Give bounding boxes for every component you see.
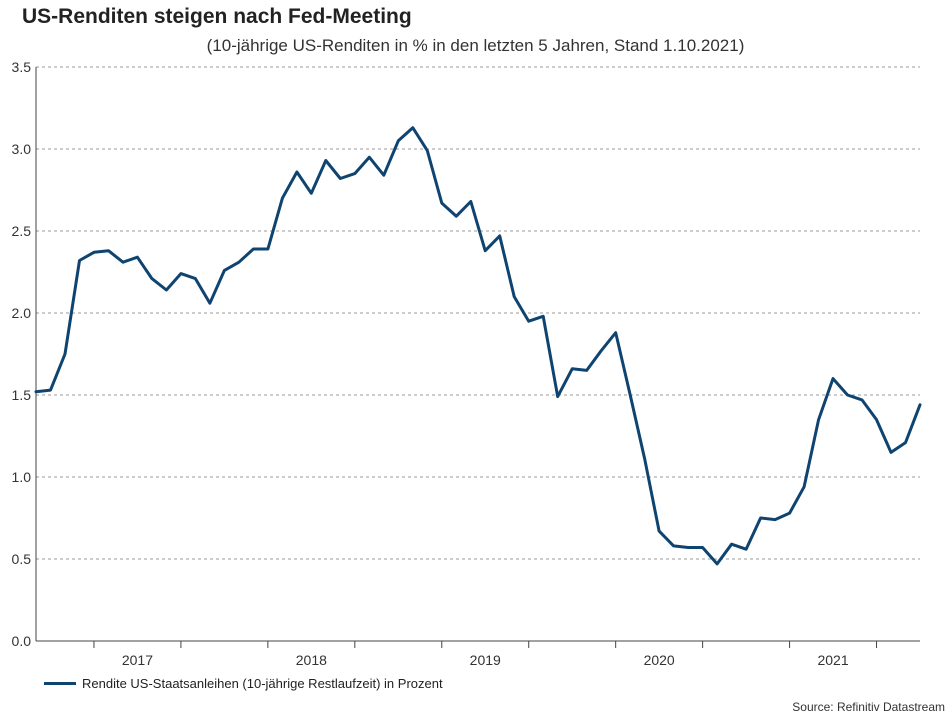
y-tick-label: 3.0 [12, 141, 32, 157]
series-line [34, 126, 922, 566]
y-tick-label: 0.0 [12, 633, 32, 649]
chart-subtitle: (10-jährige US-Renditen in % in den letz… [206, 36, 745, 55]
x-tick-label: 2019 [470, 652, 501, 668]
legend-label: Rendite US-Staatsanleihen (10-jährige Re… [82, 676, 443, 691]
chart-title: US-Renditen steigen nach Fed-Meeting [22, 5, 412, 28]
x-tick-label: 2017 [122, 652, 153, 668]
y-tick-label: 0.5 [12, 551, 32, 567]
source-note: Source: Refinitiv Datastream [792, 700, 945, 714]
y-tick-label: 2.0 [12, 305, 32, 321]
y-tick-label: 3.5 [12, 59, 32, 75]
x-tick-label: 2020 [644, 652, 675, 668]
x-tick-label: 2018 [296, 652, 327, 668]
legend: Rendite US-Staatsanleihen (10-jährige Re… [44, 676, 443, 691]
y-tick-label: 2.5 [12, 223, 32, 239]
y-tick-label: 1.0 [12, 469, 32, 485]
x-tick-label: 2021 [817, 652, 848, 668]
y-tick-label: 1.5 [12, 387, 32, 403]
legend-swatch [44, 682, 76, 685]
